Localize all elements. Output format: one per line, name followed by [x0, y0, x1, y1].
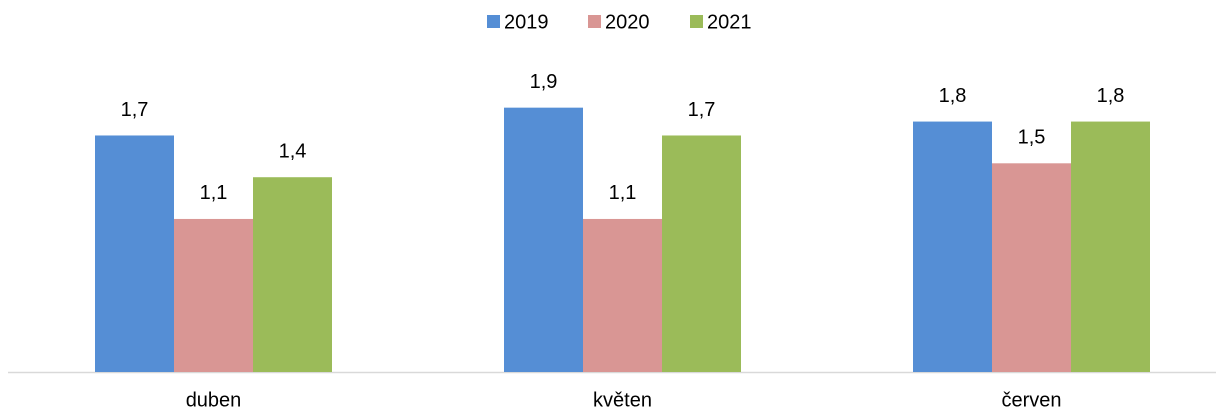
x-tick-label: duben: [186, 389, 242, 411]
bar: [992, 163, 1071, 372]
legend-label: 2019: [504, 11, 549, 33]
bar: [504, 107, 583, 373]
bar: [174, 218, 253, 372]
data-label: 1,7: [121, 99, 149, 121]
legend-swatch: [487, 15, 500, 28]
data-label: 1,8: [939, 85, 967, 107]
bar: [95, 135, 174, 372]
data-label: 1,5: [1018, 127, 1046, 149]
data-label: 1,1: [609, 182, 637, 204]
bar: [913, 121, 992, 372]
x-tick-label: květen: [593, 389, 652, 411]
legend-swatch: [588, 15, 601, 28]
legend-label: 2021: [707, 11, 752, 33]
data-label: 1,9: [530, 71, 558, 93]
x-tick-label: červen: [1001, 389, 1061, 411]
legend-label: 2020: [605, 11, 650, 33]
legend-swatch: [690, 15, 703, 28]
bar: [1071, 121, 1150, 372]
data-label: 1,1: [200, 182, 228, 204]
bar: [583, 218, 662, 372]
data-label: 1,4: [279, 140, 307, 162]
data-label: 1,7: [688, 99, 716, 121]
data-label: 1,8: [1097, 85, 1125, 107]
bar: [253, 177, 332, 372]
bar: [662, 135, 741, 372]
